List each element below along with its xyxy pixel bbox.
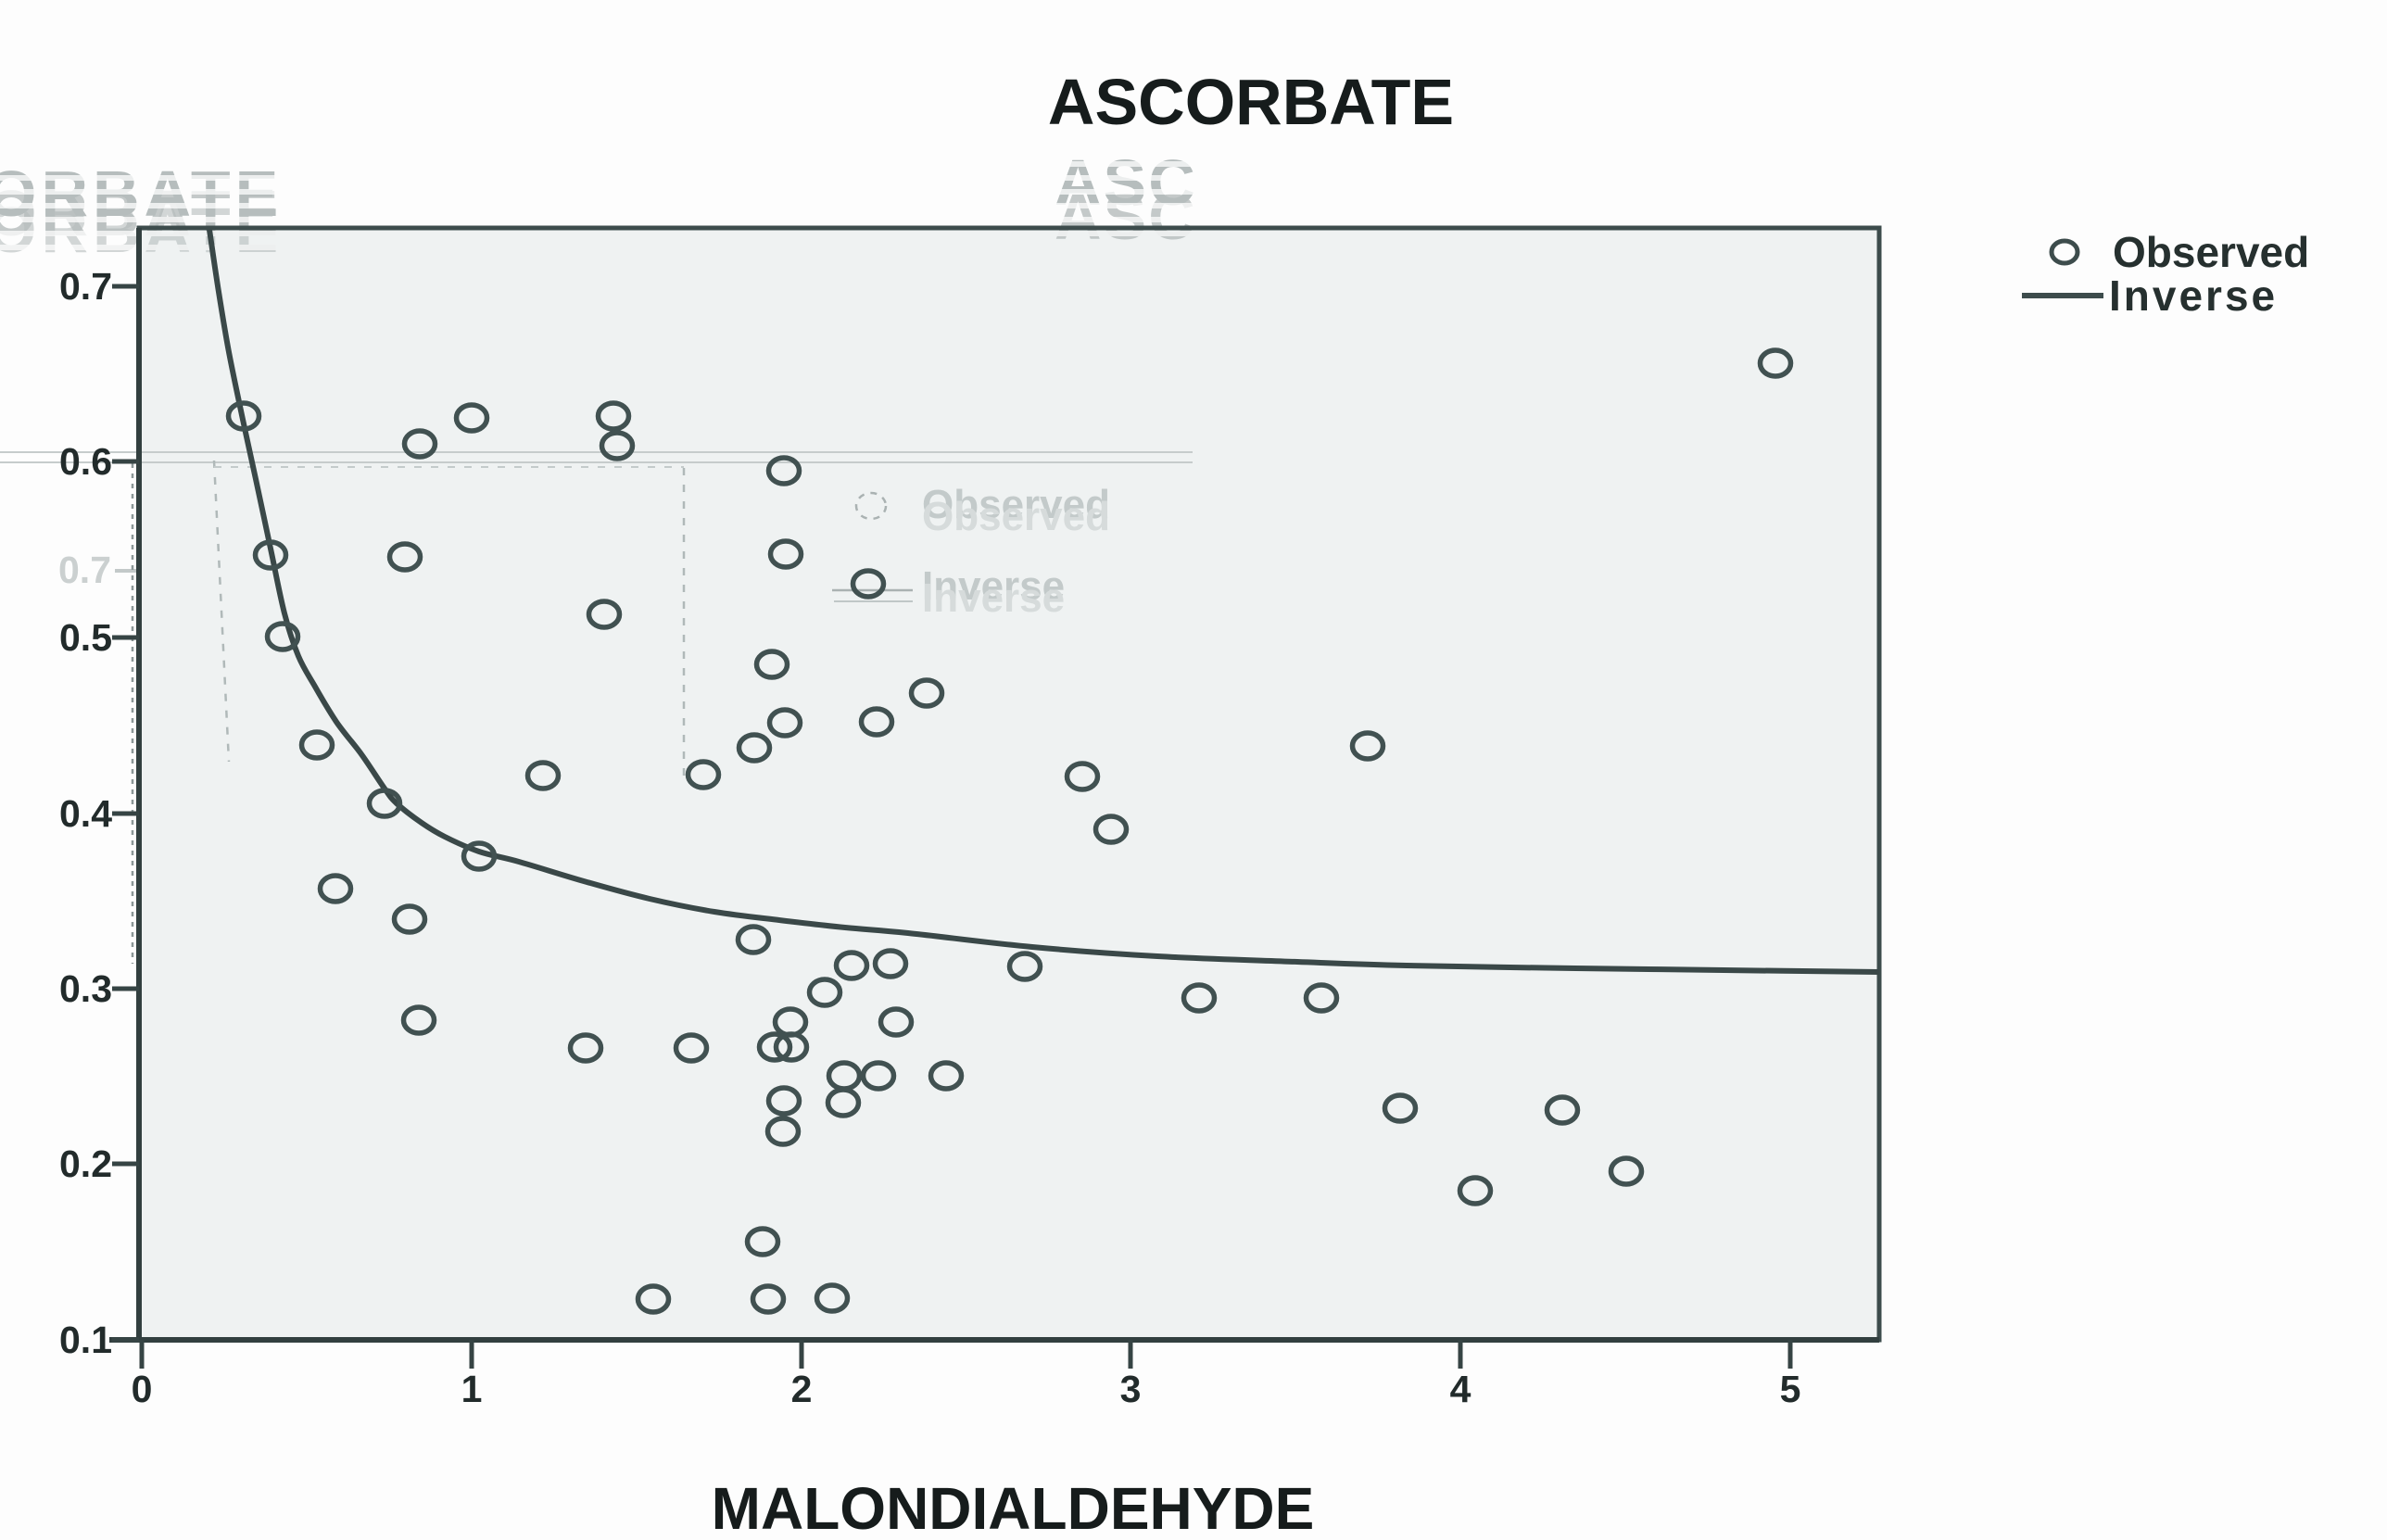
svg-text:ASC: ASC — [1055, 181, 1197, 253]
svg-text:0.2: 0.2 — [59, 1142, 112, 1185]
svg-text:Inverse: Inverse — [922, 563, 1065, 609]
svg-text:0.7: 0.7 — [59, 265, 112, 308]
svg-text:1: 1 — [461, 1368, 483, 1410]
svg-text:ORBATE: ORBATE — [0, 158, 283, 230]
svg-text:ASCORBATE: ASCORBATE — [1048, 66, 1454, 138]
svg-text:2: 2 — [791, 1368, 813, 1410]
svg-text:ASC: ASC — [1055, 146, 1197, 219]
svg-text:0.5: 0.5 — [59, 616, 112, 659]
svg-text:Inverse: Inverse — [922, 575, 1065, 621]
svg-text:Observed: Observed — [2113, 228, 2309, 276]
svg-text:0: 0 — [132, 1368, 153, 1410]
svg-text:4: 4 — [1450, 1368, 1471, 1410]
svg-text:Observed: Observed — [922, 494, 1110, 539]
svg-text:3: 3 — [1120, 1368, 1142, 1410]
svg-text:0.1: 0.1 — [59, 1319, 112, 1361]
svg-text:0.3: 0.3 — [59, 967, 112, 1010]
svg-text:0.4: 0.4 — [59, 792, 112, 835]
svg-text:Observed: Observed — [922, 482, 1110, 527]
svg-text:0.6: 0.6 — [59, 440, 112, 483]
svg-text:MALONDIALDEHYDE: MALONDIALDEHYDE — [712, 1475, 1315, 1540]
svg-text:0.7: 0.7 — [58, 549, 111, 591]
svg-text:Inverse: Inverse — [2109, 271, 2278, 320]
svg-text:5: 5 — [1780, 1368, 1801, 1410]
